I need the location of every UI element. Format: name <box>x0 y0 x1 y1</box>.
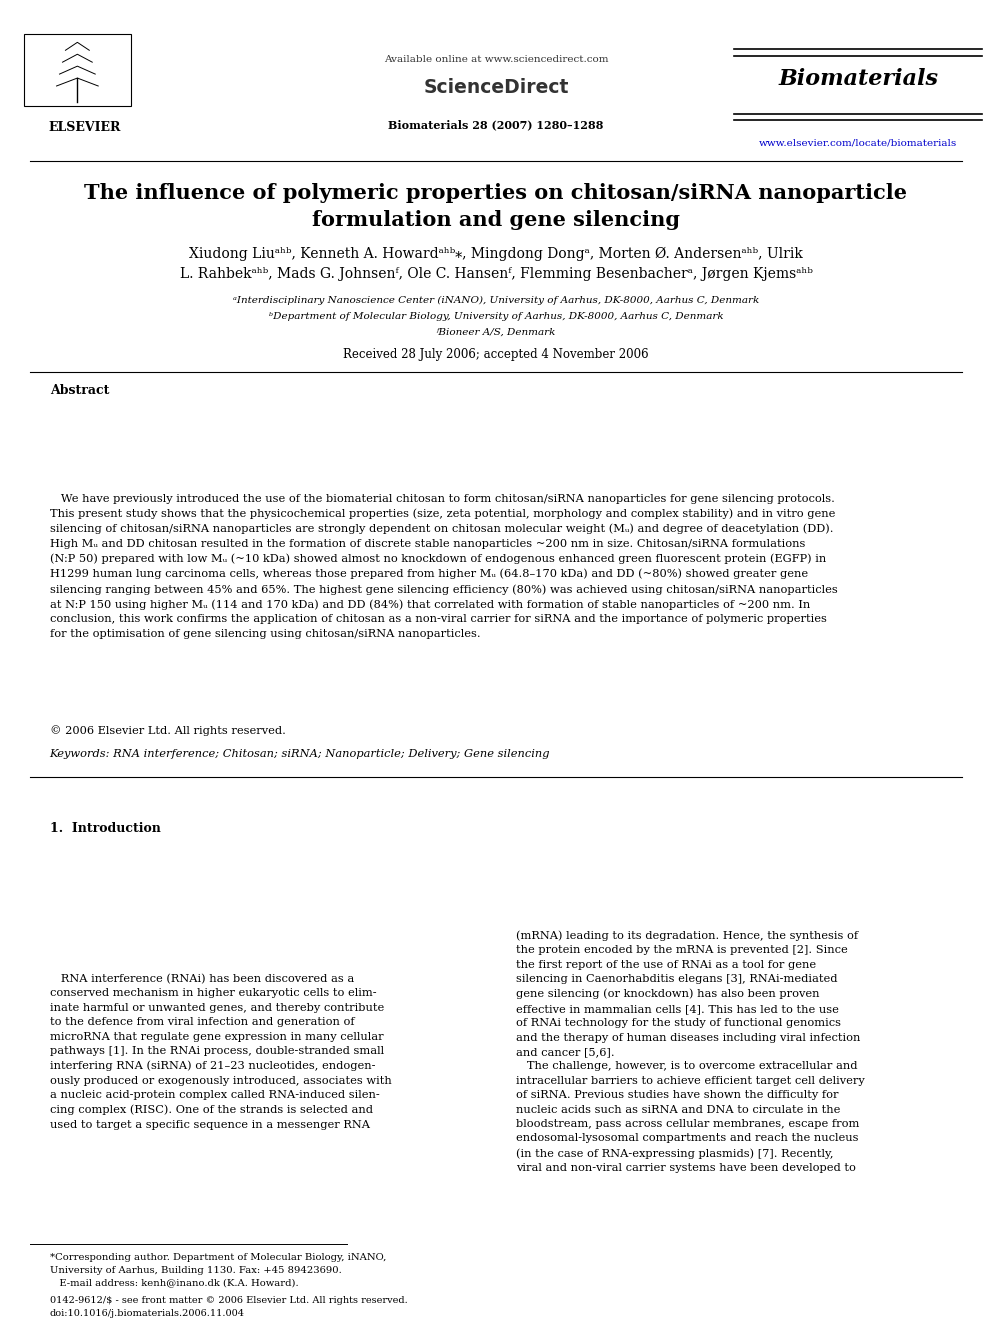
Text: Biomaterials: Biomaterials <box>778 69 938 90</box>
Text: Keywords: RNA interference; Chitosan; siRNA; Nanoparticle; Delivery; Gene silenc: Keywords: RNA interference; Chitosan; si… <box>50 749 551 759</box>
Text: *Corresponding author. Department of Molecular Biology, iNANO,
University of Aar: *Corresponding author. Department of Mol… <box>50 1253 386 1287</box>
Text: ScienceDirect: ScienceDirect <box>424 78 568 97</box>
Text: Abstract: Abstract <box>50 384 109 397</box>
Text: The influence of polymeric properties on chitosan/siRNA nanoparticle: The influence of polymeric properties on… <box>84 183 908 204</box>
Text: Available online at www.sciencedirect.com: Available online at www.sciencedirect.co… <box>384 56 608 64</box>
Text: Biomaterials 28 (2007) 1280–1288: Biomaterials 28 (2007) 1280–1288 <box>388 119 604 130</box>
Text: Xiudong Liuᵃʰᵇ, Kenneth A. Howardᵃʰᵇ⁎, Mingdong Dongᵃ, Morten Ø. Andersenᵃʰᵇ, Ul: Xiudong Liuᵃʰᵇ, Kenneth A. Howardᵃʰᵇ⁎, M… <box>189 247 803 261</box>
Text: 0142-9612/$ - see front matter © 2006 Elsevier Ltd. All rights reserved.
doi:10.: 0142-9612/$ - see front matter © 2006 El… <box>50 1297 408 1318</box>
Text: formulation and gene silencing: formulation and gene silencing <box>312 209 680 230</box>
Text: L. Rahbekᵃʰᵇ, Mads G. Johnsenᶠ, Ole C. Hansenᶠ, Flemming Besenbacherᵃ, Jørgen Kj: L. Rahbekᵃʰᵇ, Mads G. Johnsenᶠ, Ole C. H… <box>180 267 812 280</box>
Text: www.elsevier.com/locate/biomaterials: www.elsevier.com/locate/biomaterials <box>759 139 957 147</box>
Text: ᵇDepartment of Molecular Biology, University of Aarhus, DK-8000, Aarhus C, Denma: ᵇDepartment of Molecular Biology, Univer… <box>269 312 723 320</box>
Text: ᵃInterdisciplinary Nanoscience Center (iNANO), University of Aarhus, DK-8000, Aa: ᵃInterdisciplinary Nanoscience Center (i… <box>233 296 759 304</box>
Text: (mRNA) leading to its degradation. Hence, the synthesis of
the protein encoded b: (mRNA) leading to its degradation. Hence… <box>516 930 865 1174</box>
Text: ᶠBioneer A/S, Denmark: ᶠBioneer A/S, Denmark <box>436 328 556 336</box>
Text: © 2006 Elsevier Ltd. All rights reserved.: © 2006 Elsevier Ltd. All rights reserved… <box>50 725 286 736</box>
Text: We have previously introduced the use of the biomaterial chitosan to form chitos: We have previously introduced the use of… <box>50 493 837 639</box>
Text: ELSEVIER: ELSEVIER <box>49 120 120 134</box>
Text: RNA interference (RNAi) has been discovered as a
conserved mechanism in higher e: RNA interference (RNAi) has been discove… <box>50 974 392 1130</box>
Text: 1.  Introduction: 1. Introduction <box>50 822 161 835</box>
Text: Received 28 July 2006; accepted 4 November 2006: Received 28 July 2006; accepted 4 Novemb… <box>343 348 649 361</box>
